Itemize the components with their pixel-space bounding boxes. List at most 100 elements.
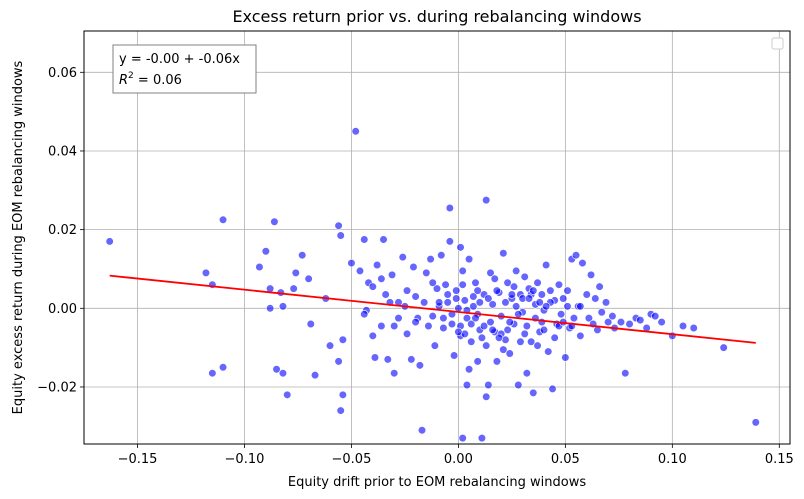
scatter-point	[439, 323, 448, 333]
r-symbol: R	[119, 73, 128, 88]
scatter-point	[527, 337, 536, 346]
scatter-point	[604, 317, 613, 327]
scatter-point	[467, 337, 476, 346]
scatter-point	[325, 341, 335, 350]
legend-box	[771, 37, 784, 50]
scatter-point	[471, 314, 480, 323]
scatter-point	[255, 262, 264, 272]
scatter-points	[105, 44, 760, 443]
scatter-point	[439, 314, 448, 323]
scatter-point	[514, 380, 523, 390]
scatter-point	[488, 300, 497, 309]
x-tick-label: 0.00	[444, 452, 473, 467]
scatter-point	[402, 286, 412, 295]
scatter-point	[445, 203, 454, 213]
scatter-point	[582, 290, 591, 299]
scatter-point	[377, 321, 386, 331]
scatter-point	[482, 196, 491, 205]
scatter-point	[719, 343, 728, 352]
scatter-point	[464, 365, 474, 374]
scatter-point	[595, 282, 604, 291]
scatter-point	[479, 321, 489, 331]
scatter-point	[272, 365, 281, 374]
x-axis-label: Equity drift prior to EOM rebalancing wi…	[288, 475, 586, 490]
scatter-point	[336, 231, 345, 240]
scatter-point	[338, 390, 347, 399]
scatter-point	[499, 345, 508, 354]
scatter-point	[383, 355, 392, 364]
scatter-point	[415, 361, 424, 370]
scatter-point	[482, 341, 491, 350]
scatter-point	[571, 251, 581, 260]
regression-equation: y = -0.00 + -0.06x	[119, 52, 240, 67]
scatter-point	[355, 266, 365, 276]
scatter-point	[533, 341, 542, 350]
scatter-point	[368, 282, 377, 291]
scatter-point	[544, 347, 553, 356]
scatter-point	[432, 284, 442, 293]
regression-line	[109, 274, 756, 344]
scatter-point	[411, 292, 420, 301]
scatter-point	[482, 392, 491, 401]
scatter-point	[445, 237, 454, 246]
scatter-point	[430, 341, 439, 350]
scatter-point	[597, 308, 606, 317]
scatter-point	[488, 325, 497, 335]
scatter-point	[443, 298, 452, 307]
scatter-point	[398, 253, 407, 262]
scatter-point	[492, 357, 502, 366]
y-tick-label: 0.02	[48, 223, 77, 238]
scatter-point	[522, 369, 531, 378]
scatter-point	[507, 290, 516, 299]
scatter-point	[426, 255, 435, 264]
scatter-point	[522, 321, 531, 331]
scatter-point	[569, 314, 579, 323]
scatter-point	[554, 280, 564, 289]
scatter-point	[407, 355, 416, 364]
scatter-point	[304, 274, 313, 283]
scatter-point	[334, 357, 343, 366]
scatter-point	[417, 426, 427, 435]
x-tick-label: −0.10	[225, 452, 265, 467]
scatter-point	[452, 294, 461, 303]
scatter-point	[336, 406, 345, 415]
scatter-point	[486, 317, 495, 327]
scatter-point	[494, 333, 504, 342]
scatter-point	[428, 278, 437, 287]
scatter-point	[539, 325, 549, 335]
plot-frame	[83, 30, 791, 445]
y-axis-label: Equity excess return during EOM rebalanc…	[11, 60, 26, 414]
scatter-point	[537, 317, 546, 327]
scatter-point	[360, 310, 369, 319]
scatter-point	[447, 319, 457, 329]
scatter-point	[424, 321, 433, 331]
y-tick-label: 0.06	[48, 66, 77, 81]
scatter-point	[201, 268, 211, 278]
scatter-point	[591, 294, 600, 303]
scatter-point	[678, 321, 688, 331]
scatter-point	[437, 251, 446, 260]
scatter-point	[542, 260, 551, 270]
regression-line-group	[109, 274, 756, 344]
scatter-point	[452, 286, 461, 295]
scatter-point	[390, 321, 399, 331]
scatter-point	[266, 304, 275, 313]
scatter-point	[387, 270, 397, 279]
scatter-point	[370, 353, 380, 362]
scatter-point	[422, 268, 431, 278]
scatter-point	[529, 286, 538, 295]
scatter-point	[291, 268, 300, 278]
scatter-point	[535, 298, 544, 307]
scatter-point	[490, 274, 499, 283]
scatter-point	[561, 353, 570, 362]
scatter-point	[454, 327, 463, 337]
scatter-point	[460, 296, 469, 305]
scatter-point	[409, 262, 418, 272]
scatter-point	[636, 316, 645, 325]
scatter-point	[377, 274, 386, 283]
scatter-point	[298, 251, 307, 260]
scatter-point	[512, 266, 521, 276]
x-tick-label: −0.15	[118, 452, 158, 467]
scatter-point	[360, 235, 369, 244]
